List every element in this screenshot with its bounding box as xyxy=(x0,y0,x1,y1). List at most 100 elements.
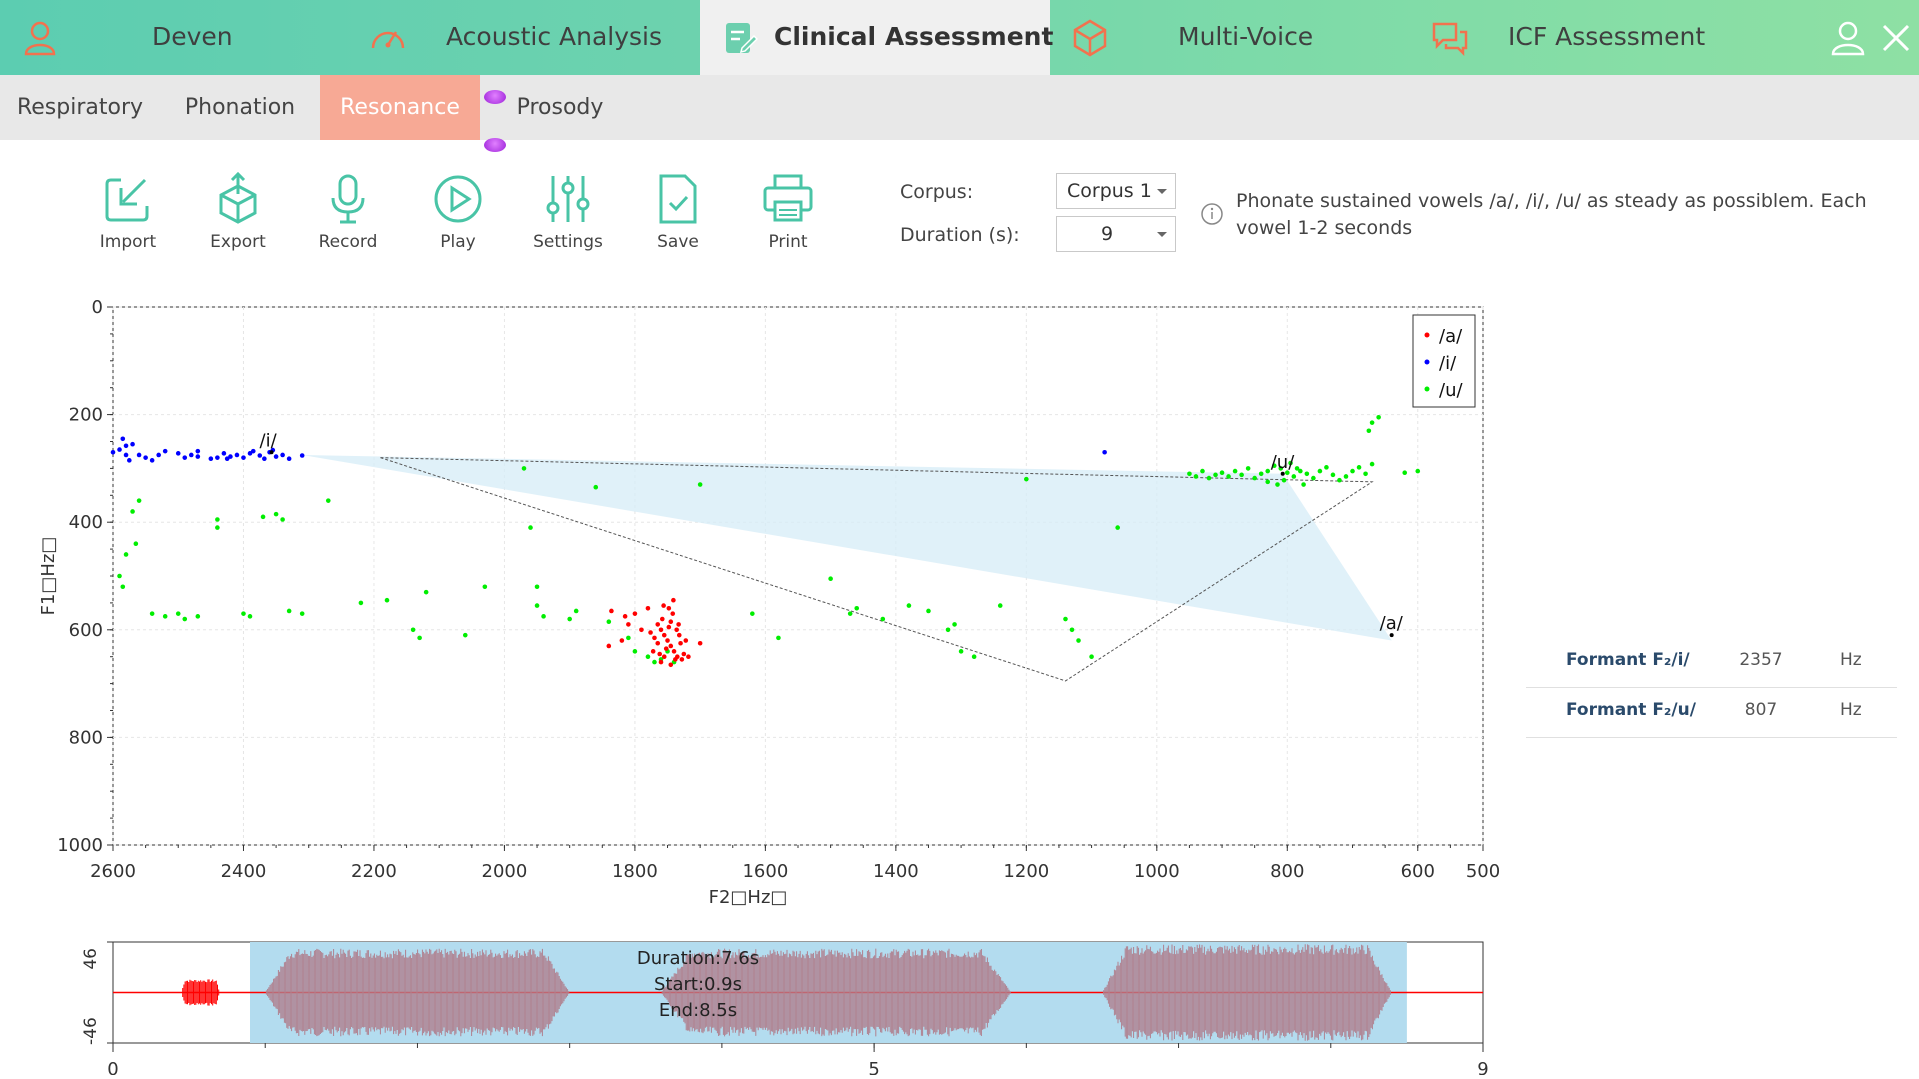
data-point xyxy=(1324,465,1329,470)
data-point xyxy=(117,573,122,579)
data-point xyxy=(828,576,833,581)
data-point xyxy=(120,584,126,590)
y-tick-label: 400 xyxy=(69,512,103,533)
x-tick-label: 800 xyxy=(1270,861,1304,882)
data-point xyxy=(156,452,161,458)
data-point xyxy=(1193,474,1199,479)
data-point xyxy=(1284,470,1290,476)
data-point xyxy=(250,448,256,454)
tab-clinical-assessment[interactable]: Clinical Assessment xyxy=(700,0,1053,75)
data-point xyxy=(1350,468,1355,474)
account-icon[interactable] xyxy=(1828,18,1868,58)
data-point xyxy=(1063,616,1068,622)
close-icon[interactable] xyxy=(1876,18,1916,58)
vowel-marker xyxy=(1280,471,1285,476)
subtab-respiratory[interactable]: Respiratory xyxy=(16,95,144,120)
data-point xyxy=(195,448,201,454)
y-tick-label: -46 xyxy=(81,1017,101,1045)
data-point xyxy=(136,498,142,503)
data-point xyxy=(567,616,572,622)
data-point xyxy=(1343,474,1349,479)
waveform-segment xyxy=(1103,944,1391,1041)
data-point xyxy=(195,614,201,619)
subtab-phonation[interactable]: Phonation xyxy=(184,95,296,120)
import-button[interactable]: Import xyxy=(88,172,168,252)
data-point xyxy=(668,619,674,625)
data-point xyxy=(215,517,220,522)
data-point xyxy=(663,646,669,651)
data-point xyxy=(149,611,155,616)
settings-label: Settings xyxy=(533,232,603,252)
tab-deven-label: Deven xyxy=(152,22,233,51)
corpus-select[interactable]: Corpus 1 xyxy=(1056,173,1176,209)
data-point xyxy=(182,616,188,622)
x-tick-label: 1600 xyxy=(742,861,788,882)
data-point xyxy=(997,603,1003,608)
data-point xyxy=(123,452,129,458)
data-point xyxy=(123,443,129,449)
data-point xyxy=(661,603,666,608)
x-tick-label: 1400 xyxy=(873,861,919,882)
duration-select[interactable]: 9 xyxy=(1056,216,1176,252)
data-point xyxy=(1301,482,1306,487)
data-point xyxy=(462,632,468,638)
data-point xyxy=(127,458,132,463)
data-point xyxy=(280,452,285,458)
legend-swatch xyxy=(1424,386,1430,392)
data-point xyxy=(673,657,678,662)
legend-label: /a/ xyxy=(1439,326,1463,347)
data-point xyxy=(626,622,631,627)
tab-icf-assessment[interactable]: ICF Assessment xyxy=(1420,0,1780,75)
waveform-segment xyxy=(182,979,220,1006)
waveform-chart[interactable]: Duration:7.6s Start:0.9s End:8.5s 46 -46 0 5 9 xyxy=(0,925,1520,1075)
data-point xyxy=(1402,470,1408,476)
user-icon xyxy=(24,21,56,56)
data-point xyxy=(750,611,755,616)
settings-button[interactable]: Settings xyxy=(528,172,608,252)
sub-tab-bar xyxy=(0,75,1919,140)
formant-row-u: Formant F₂/u/ 807 Hz xyxy=(1526,687,1897,738)
data-point xyxy=(195,454,201,459)
data-point xyxy=(273,454,279,459)
data-point xyxy=(1376,414,1381,420)
data-point xyxy=(655,622,661,627)
import-icon xyxy=(105,178,149,222)
export-button[interactable]: Export xyxy=(198,172,278,252)
data-point xyxy=(606,619,612,625)
vowel-formant-chart[interactable]: 2600 2400 2200 2000 1800 1600 1400 1200 1000 800 6… xyxy=(0,290,1520,910)
drag-handle-top[interactable] xyxy=(484,90,506,104)
data-point xyxy=(655,640,661,646)
data-point xyxy=(1206,475,1212,481)
x-tick-label: 1200 xyxy=(1003,861,1049,882)
data-point xyxy=(482,584,488,590)
save-button[interactable]: Save xyxy=(638,172,718,252)
data-point xyxy=(130,509,135,514)
selection-annotation: Start:0.9s xyxy=(654,974,742,995)
sliders-icon xyxy=(546,176,590,222)
record-button[interactable]: Record xyxy=(308,172,388,252)
drag-handle-bottom[interactable] xyxy=(484,138,506,152)
duration-label: Duration (s): xyxy=(900,224,1020,246)
data-point xyxy=(619,638,625,643)
data-point xyxy=(280,517,285,522)
data-point xyxy=(652,635,657,641)
data-point xyxy=(650,649,656,654)
subtab-prosody[interactable]: Prosody xyxy=(516,95,604,120)
subtab-resonance[interactable]: Resonance xyxy=(320,75,480,140)
data-point xyxy=(175,451,181,456)
data-point xyxy=(215,525,220,530)
tab-deven[interactable]: Deven xyxy=(0,0,290,75)
data-point xyxy=(1271,463,1277,469)
data-point xyxy=(1200,468,1205,474)
data-point xyxy=(645,605,651,611)
save-label: Save xyxy=(657,232,699,252)
play-button[interactable]: Play xyxy=(418,172,498,252)
data-point xyxy=(384,597,390,603)
tab-multi-voice[interactable]: Multi-Voice xyxy=(1050,0,1420,75)
data-point xyxy=(686,654,691,659)
print-button[interactable]: Print xyxy=(748,172,828,252)
tab-acoustic-analysis[interactable]: Acoustic Analysis xyxy=(290,0,700,75)
data-point xyxy=(149,458,155,463)
data-point xyxy=(1089,654,1094,659)
data-point xyxy=(1213,472,1218,478)
